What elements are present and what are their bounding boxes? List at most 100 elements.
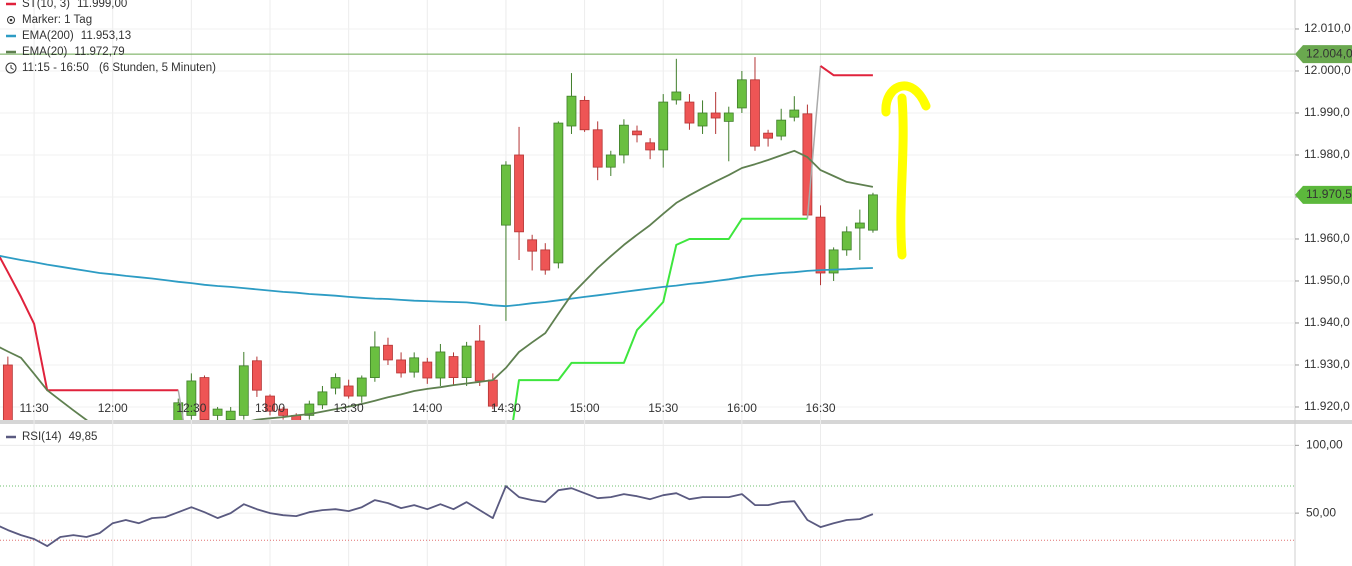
candle-body xyxy=(304,403,315,416)
candle-body xyxy=(841,231,852,251)
supertrend-switch xyxy=(806,65,822,219)
indicator-line xyxy=(0,255,873,308)
candle-body xyxy=(501,164,511,226)
x-tick-label: 14:00 xyxy=(412,401,442,415)
price-marker-label: 12.004,0 xyxy=(1306,46,1352,60)
candle-body xyxy=(461,345,472,378)
supertrend-line xyxy=(0,255,179,392)
hand-drawn-arrow xyxy=(881,81,931,260)
candle-body xyxy=(723,112,734,122)
candle-body xyxy=(356,377,367,397)
candle-body xyxy=(317,391,328,406)
price-marker-box xyxy=(1295,45,1352,64)
supertrend-switch xyxy=(177,390,184,420)
candle-body xyxy=(238,365,249,416)
legend-value: 49,85 xyxy=(69,431,98,443)
candle-body xyxy=(632,130,642,136)
candle-body xyxy=(514,154,524,233)
y-tick-label: 11.930,0 xyxy=(1304,357,1350,371)
candle-body xyxy=(710,112,721,119)
time-range: 11:15 - 16:50 (6 Stunden, 5 Minuten) xyxy=(22,62,216,74)
marker-text: Marker: 1 Tag xyxy=(22,14,92,26)
candle-body xyxy=(343,385,354,397)
candle-body xyxy=(658,101,669,151)
candle-body xyxy=(566,95,577,127)
candle-body xyxy=(868,194,878,231)
candle-body xyxy=(409,357,420,373)
legend-value: 11.972,79 xyxy=(74,46,124,58)
candle-body xyxy=(592,129,603,168)
candle-body xyxy=(776,119,787,137)
price-panel xyxy=(0,57,878,420)
axes: 11:30 12:00 12:30 13:00 13:30 14:00 14:30 15:00… xyxy=(0,21,1352,519)
candle-body xyxy=(252,360,262,391)
legend-entry: RSI(14) 49,85 xyxy=(22,431,97,443)
x-tick-label: 12:30 xyxy=(176,401,206,415)
candle-body xyxy=(579,99,590,131)
price-marker-box xyxy=(1295,185,1352,204)
x-tick-label: 13:30 xyxy=(334,401,364,415)
marker-icon-dot xyxy=(9,18,13,22)
candle-body xyxy=(278,408,289,416)
clock-icon xyxy=(5,62,17,74)
legend-value: 11.999,00 xyxy=(77,0,127,10)
y-tick-label: 12.010,0 xyxy=(1304,21,1351,35)
candle-body xyxy=(2,364,13,420)
y-tick-label: 12.000,0 xyxy=(1304,63,1351,77)
candle-body xyxy=(448,356,459,378)
x-tick-label: 13:00 xyxy=(255,401,285,415)
candle-body xyxy=(671,91,682,101)
indicator-line xyxy=(0,485,874,547)
y-tick-label: 11.940,0 xyxy=(1304,315,1350,329)
time-range-text: 11:15 - 16:50 xyxy=(22,62,89,74)
clock-hands xyxy=(10,65,14,70)
candle-body xyxy=(736,79,747,109)
candle-body xyxy=(330,377,341,389)
legend-value: 11.953,13 xyxy=(81,30,131,42)
legend-entry: ST(10, 3) 11.999,00 xyxy=(22,0,127,10)
candle-body xyxy=(527,239,538,252)
rsi-panel xyxy=(0,485,1295,547)
candle-body xyxy=(802,113,813,216)
supertrend-line xyxy=(512,217,808,420)
legend-label: EMA(20) xyxy=(22,46,68,58)
legend-label: ST(10, 3) xyxy=(22,0,70,10)
candle-body xyxy=(815,216,826,274)
candle-body xyxy=(553,122,564,264)
legend-entry: EMA(200) 11.953,13 xyxy=(22,30,131,42)
price-marker-label: 11.970,5 xyxy=(1306,187,1352,201)
candle-body xyxy=(199,377,210,420)
candle-body xyxy=(828,249,839,274)
y-tick-label: 11.920,0 xyxy=(1304,399,1350,413)
supertrend-line xyxy=(819,65,873,77)
candle-body xyxy=(396,359,406,374)
candle-body xyxy=(383,344,393,361)
candle-body xyxy=(789,109,800,118)
y-tick-label: 11.950,0 xyxy=(1304,273,1350,287)
candle-body xyxy=(186,380,197,416)
y-tick-label: 11.990,0 xyxy=(1304,105,1350,119)
candle-body xyxy=(645,142,656,151)
candle-body xyxy=(854,222,865,229)
duration-text: (6 Stunden, 5 Minuten) xyxy=(99,62,216,74)
candle-body xyxy=(763,132,773,139)
candle-body xyxy=(474,340,485,382)
y-tick-label: 11.980,0 xyxy=(1304,147,1350,161)
candle-body xyxy=(265,395,275,412)
legend-label: RSI(14) xyxy=(22,431,62,443)
x-tick-label: 16:30 xyxy=(806,401,836,415)
candle-body xyxy=(212,408,223,416)
candle-body xyxy=(540,249,551,271)
candle-body xyxy=(684,101,695,124)
y-tick-label: 11.960,0 xyxy=(1304,231,1350,245)
candle-body xyxy=(225,410,236,420)
legend-entry: EMA(20) 11.972,79 xyxy=(22,46,125,58)
x-tick-label: 15:00 xyxy=(570,401,600,415)
candle-body xyxy=(369,346,380,378)
candle-body xyxy=(422,361,433,379)
y-tick-label: 50,00 xyxy=(1306,505,1336,519)
x-tick-label: 12:00 xyxy=(98,401,128,415)
marker-icon xyxy=(7,16,15,24)
